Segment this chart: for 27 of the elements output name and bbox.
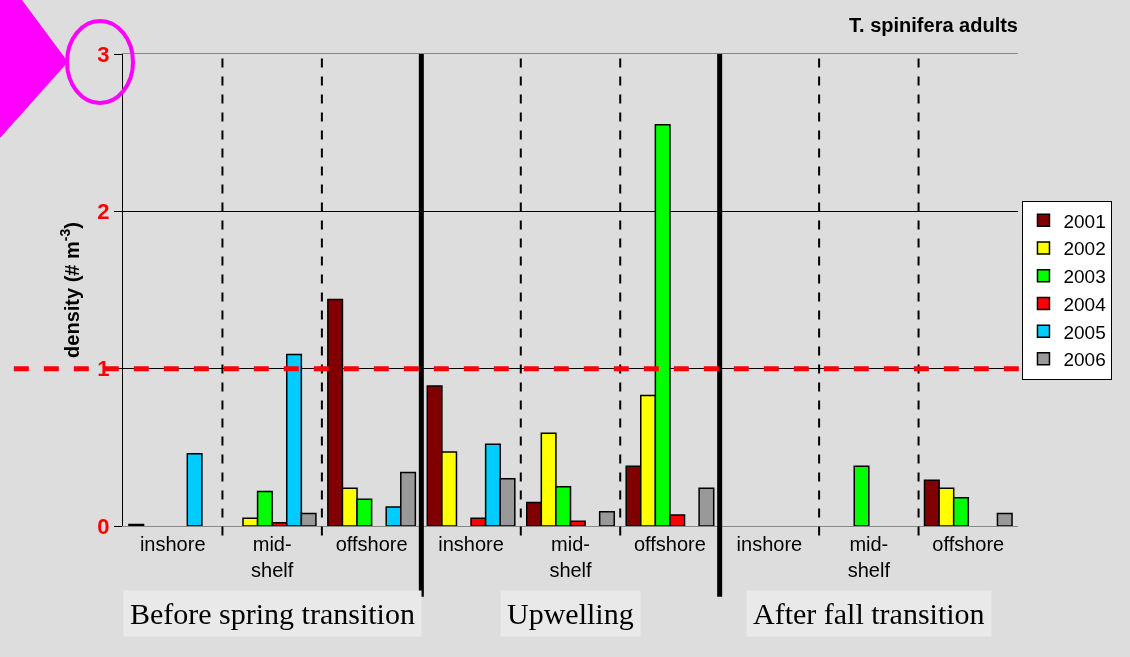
bar <box>996 512 1013 526</box>
x-tick-label: offshore <box>633 533 706 555</box>
bar <box>698 487 715 526</box>
x-tick-label: mid- shelf <box>549 533 593 581</box>
legend-label: 2003 <box>1063 266 1106 288</box>
bar <box>598 511 616 526</box>
x-tick-label: inshore <box>736 533 803 555</box>
legend-label: 2004 <box>1063 293 1107 315</box>
x-tick-label: offshore <box>335 533 408 555</box>
y-tick-label: 2 <box>97 199 110 225</box>
x-tick-label: inshore <box>438 533 504 555</box>
x-tick-label: offshore <box>932 533 1005 555</box>
y-tick-label: 3 <box>97 41 110 67</box>
bar <box>853 465 870 526</box>
legend-label: 2006 <box>1063 349 1106 371</box>
x-tick-label: mid- shelf <box>251 533 294 581</box>
x-tick-label: mid- shelf <box>847 533 891 581</box>
legend-label: 2001 <box>1063 210 1106 232</box>
y-tick-label: 0 <box>97 513 110 539</box>
chart-title: T. spinifera adults <box>849 13 1018 36</box>
text: Upwelling <box>507 597 634 630</box>
legend-label: 2005 <box>1063 321 1106 343</box>
bar <box>186 452 203 526</box>
text: Before spring transition <box>130 597 415 630</box>
x-tick-label: inshore <box>139 533 206 555</box>
text: After fall transition <box>753 597 985 630</box>
legend-label: 2002 <box>1063 238 1106 260</box>
